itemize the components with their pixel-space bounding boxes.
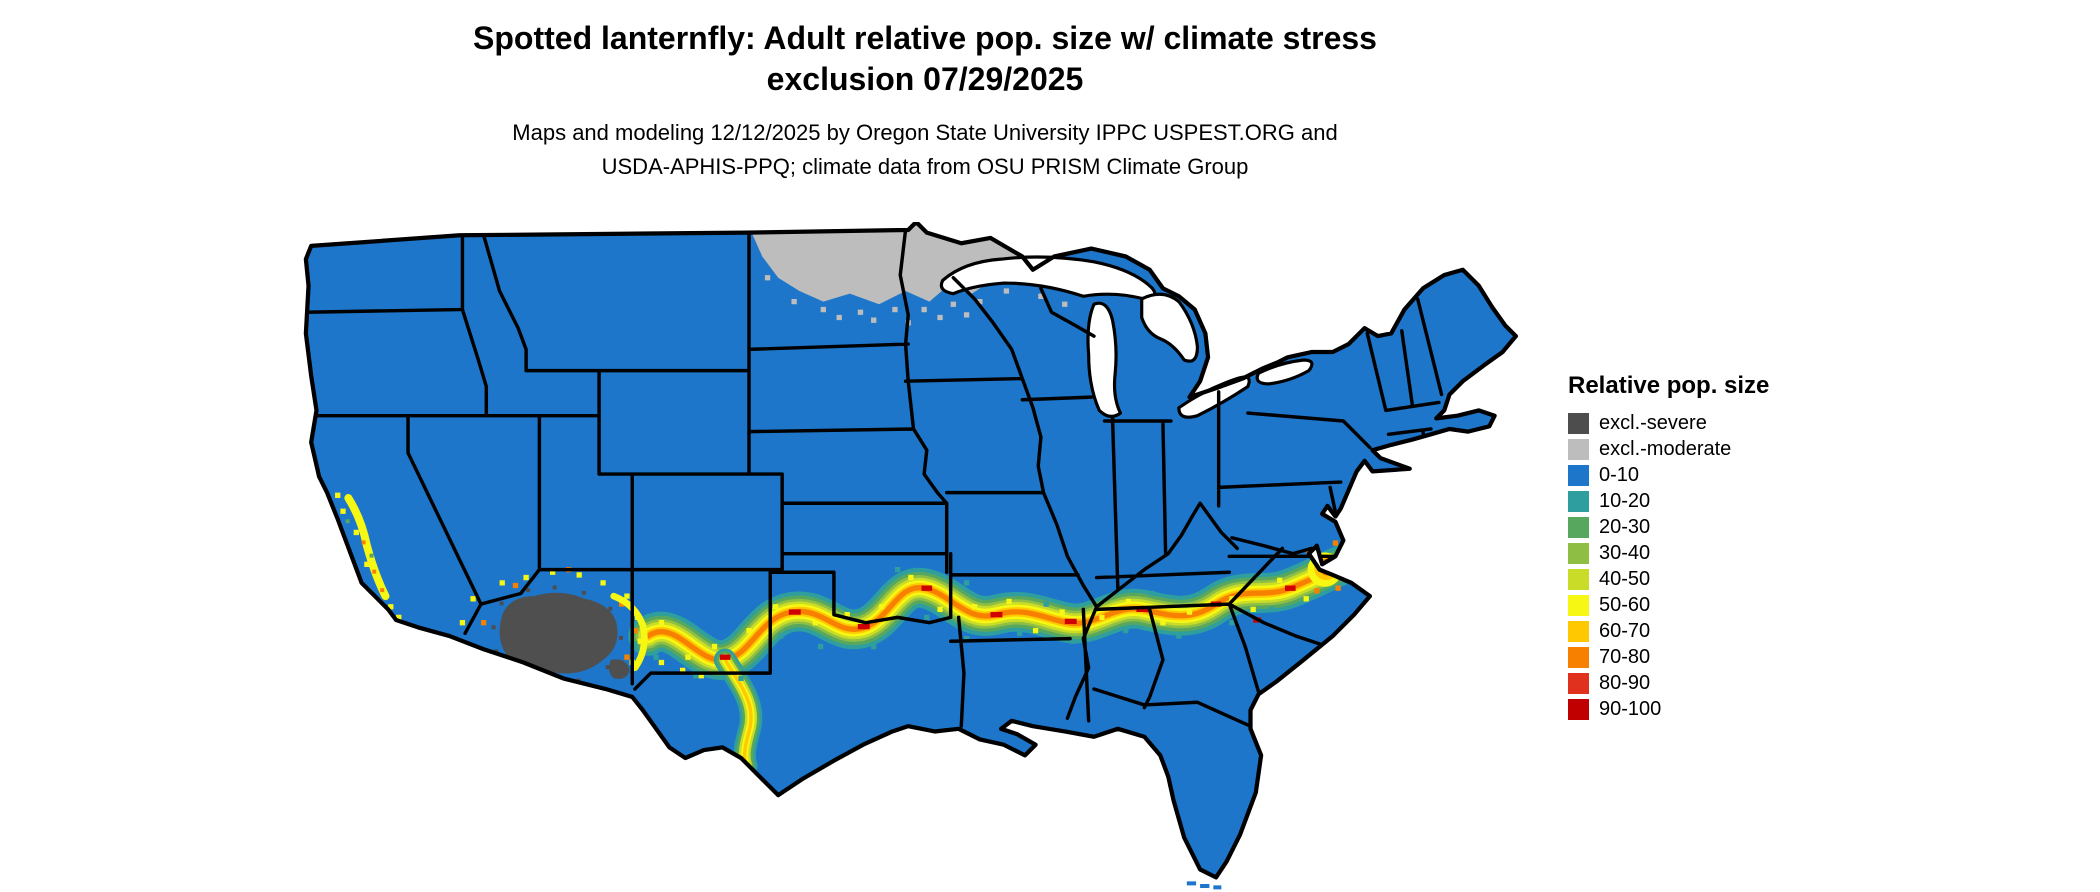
legend-swatch: [1568, 568, 1589, 590]
base-class-region: [305, 222, 1516, 878]
legend-swatch: [1568, 438, 1589, 460]
map-title-line2: exclusion 07/29/2025: [766, 61, 1084, 97]
legend-swatch: [1568, 490, 1589, 512]
legend-label: 80-90: [1599, 672, 1651, 694]
legend-swatch: [1568, 464, 1589, 486]
legend-swatch: [1568, 620, 1589, 642]
legend-swatch: [1568, 594, 1589, 616]
legend-item: 40-50: [1568, 568, 1848, 590]
legend: Relative pop. size excl.-severe excl.-mod…: [1568, 372, 1848, 724]
legend-label: 70-80: [1599, 646, 1651, 668]
exclusion-severe-region: [459, 566, 648, 695]
title-block: Spotted lanternfly: Adult relative pop. …: [0, 18, 1850, 184]
us-outline: [303, 222, 1518, 880]
lake-michigan: [1086, 301, 1123, 418]
legend-item: 80-90: [1568, 672, 1848, 694]
legend-label: excl.-moderate: [1599, 438, 1732, 460]
subtitle-block: Maps and modeling 12/12/2025 by Oregon S…: [0, 116, 1850, 184]
california-speckle: [335, 492, 402, 621]
legend-item: 90-100: [1568, 698, 1848, 720]
map-subtitle-line1: Maps and modeling 12/12/2025 by Oregon S…: [512, 120, 1338, 145]
high-population-band: [628, 540, 1364, 778]
legend-item: 70-80: [1568, 646, 1848, 668]
legend-label: 30-40: [1599, 542, 1651, 564]
legend-item: excl.-moderate: [1568, 438, 1848, 460]
legend-item: 50-60: [1568, 594, 1848, 616]
legend-label: 60-70: [1599, 620, 1651, 642]
legend-swatch: [1568, 646, 1589, 668]
legend-swatch: [1568, 672, 1589, 694]
legend-swatch: [1568, 698, 1589, 720]
legend-swatch: [1568, 516, 1589, 538]
legend-item: 30-40: [1568, 542, 1848, 564]
legend-item: 0-10: [1568, 464, 1848, 486]
lake-ontario: [1255, 358, 1314, 386]
legend-item: 60-70: [1568, 620, 1848, 642]
legend-label: 20-30: [1599, 516, 1651, 538]
legend-label: 40-50: [1599, 568, 1651, 590]
us-map-svg: [303, 222, 1518, 890]
lake-huron: [1140, 292, 1200, 363]
florida-keys: [1186, 881, 1222, 890]
legend-label: 50-60: [1599, 594, 1651, 616]
great-lakes: [939, 255, 1314, 419]
legend-item: 20-30: [1568, 516, 1848, 538]
legend-title: Relative pop. size: [1568, 372, 1770, 399]
legend-swatch: [1568, 412, 1589, 434]
legend-items: excl.-severe excl.-moderate 0-10 10-20 20-30…: [1568, 412, 1848, 720]
us-map: [300, 222, 1535, 892]
map-title-line1: Spotted lanternfly: Adult relative pop. …: [473, 20, 1377, 56]
state-borders: [305, 228, 1444, 728]
legend-swatch: [1568, 542, 1589, 564]
legend-label: 90-100: [1599, 698, 1662, 720]
legend-item: excl.-severe: [1568, 412, 1848, 434]
legend-item: 10-20: [1568, 490, 1848, 512]
legend-label: 0-10: [1599, 464, 1640, 486]
legend-label: excl.-severe: [1599, 412, 1707, 434]
legend-label: 10-20: [1599, 490, 1651, 512]
map-subtitle-line2: USDA-APHIS-PPQ; climate data from OSU PR…: [601, 154, 1249, 179]
